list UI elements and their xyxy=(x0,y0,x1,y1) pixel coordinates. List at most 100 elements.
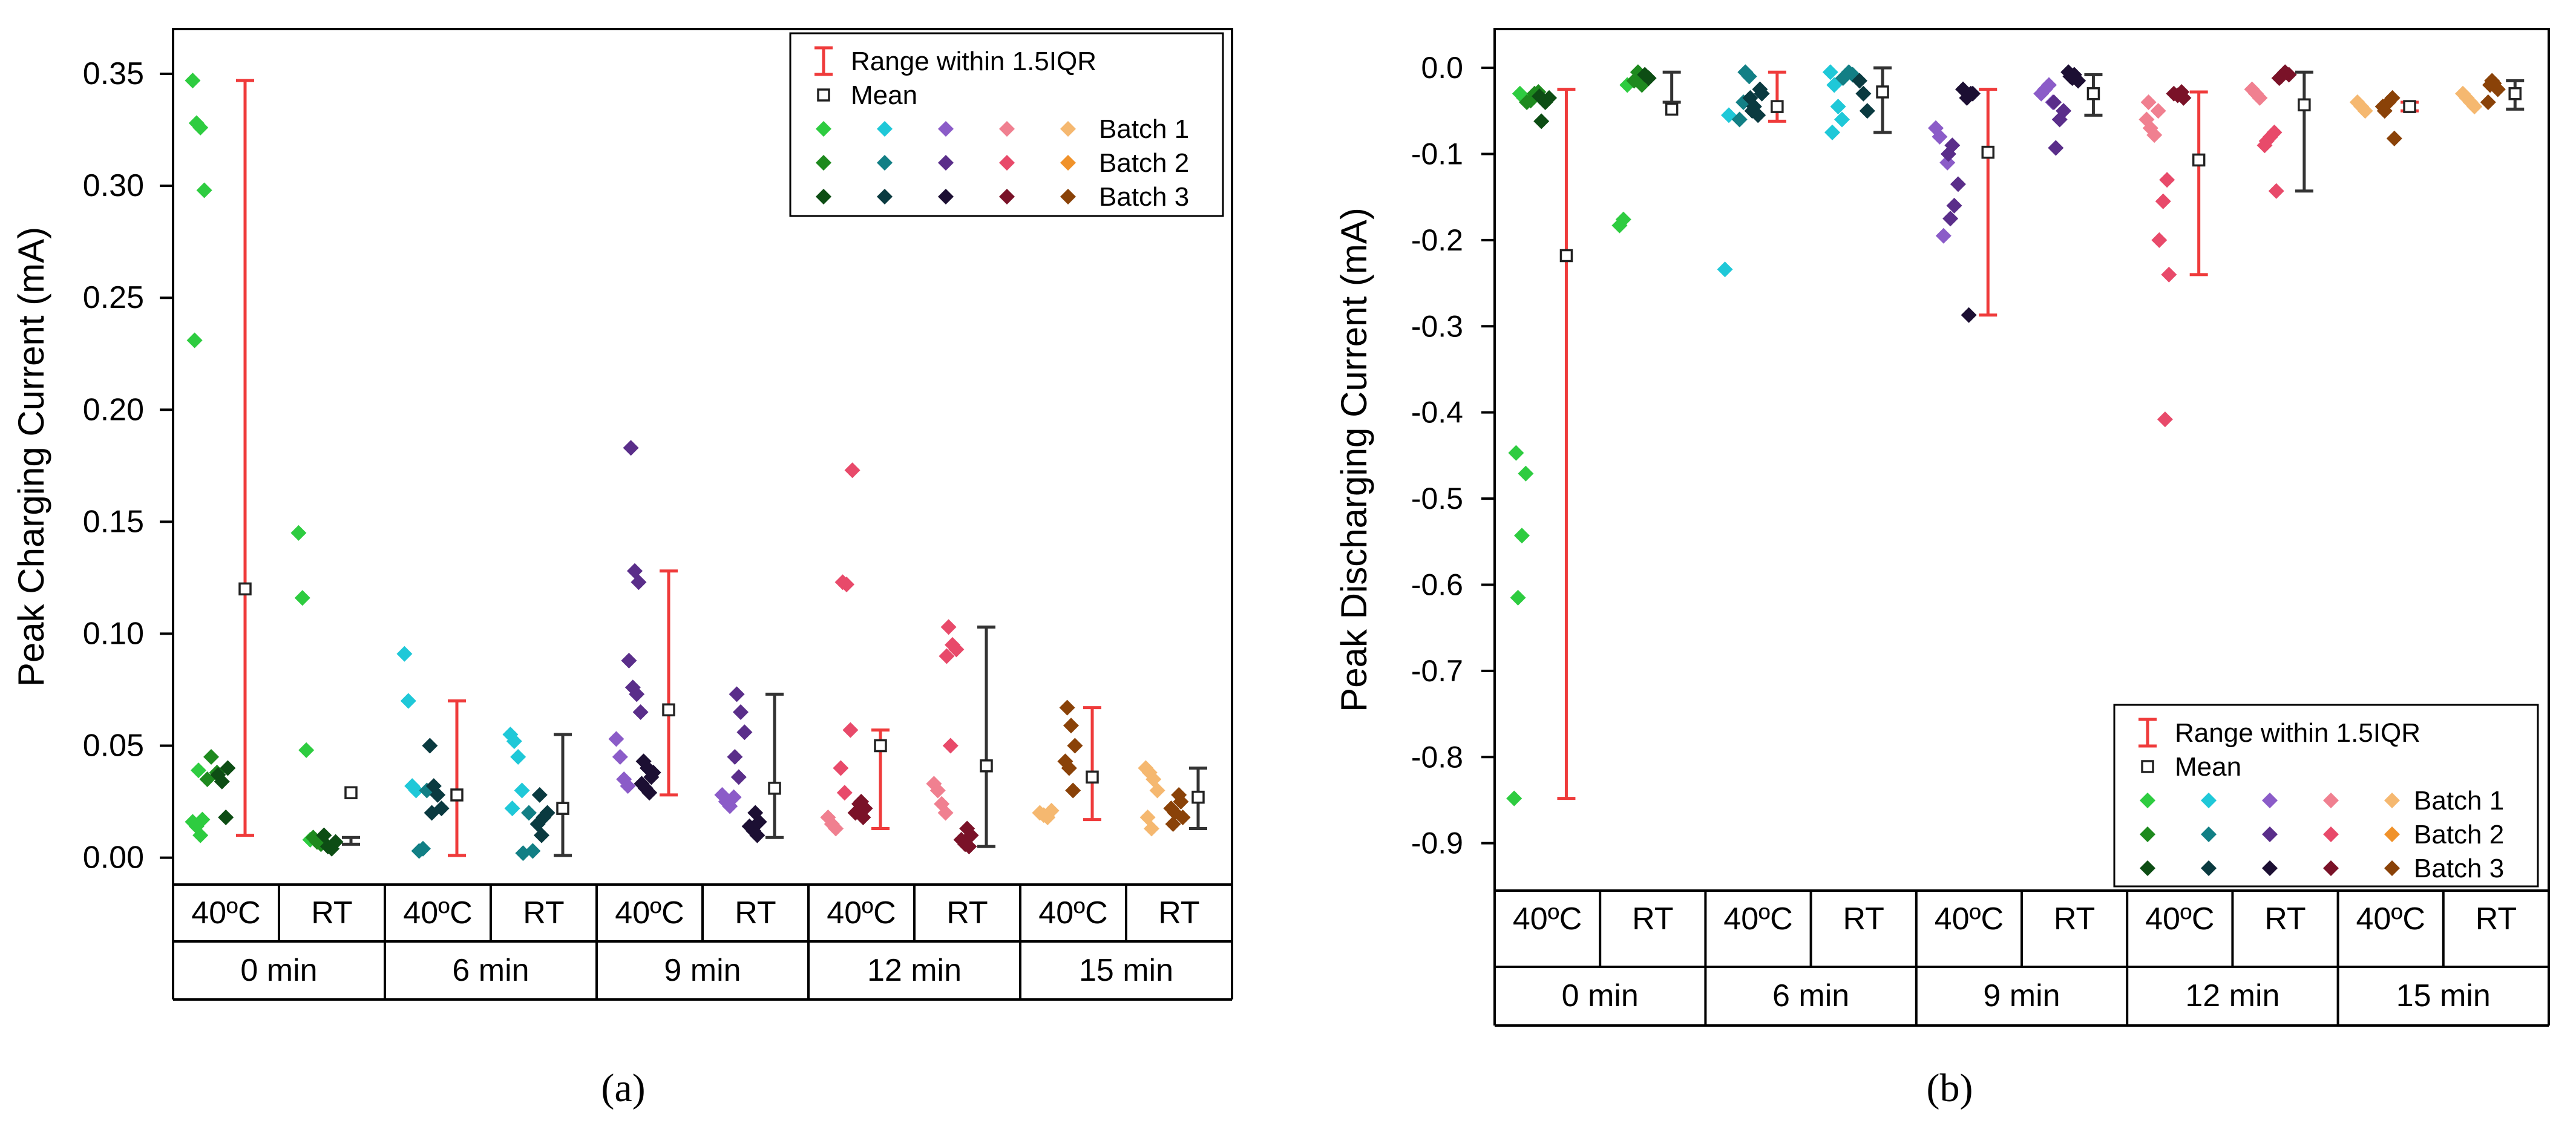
y-tick-label: 0.30 xyxy=(83,168,144,203)
range-error-bar xyxy=(554,733,572,857)
condition-label: RT xyxy=(523,895,564,931)
data-point xyxy=(422,738,438,754)
data-point xyxy=(415,840,431,857)
range-error-bar xyxy=(2189,90,2208,276)
legend-swatch-green xyxy=(816,121,831,137)
data-point xyxy=(2384,90,2401,106)
data-point xyxy=(842,722,859,738)
range-error-bar xyxy=(765,692,784,839)
mean-marker xyxy=(1876,85,1889,99)
legend-swatch-pink xyxy=(2323,793,2339,808)
legend-range-icon xyxy=(2138,718,2157,748)
condition-label: 40ºC xyxy=(2356,901,2425,937)
data-point xyxy=(1615,211,1631,227)
data-point xyxy=(645,764,661,780)
legend-swatch-purple xyxy=(938,189,954,204)
condition-label: RT xyxy=(2476,901,2517,937)
data-point xyxy=(1067,738,1083,754)
data-point xyxy=(515,845,531,862)
data-point xyxy=(2150,103,2166,119)
mean-marker xyxy=(2403,100,2416,113)
data-point xyxy=(2056,103,2072,119)
data-point xyxy=(294,590,310,606)
y-tick-label: 0.0 xyxy=(1421,51,1463,85)
legend-batch-label: Batch 3 xyxy=(2414,854,2504,883)
range-error-bar xyxy=(977,625,995,848)
data-series xyxy=(714,686,784,843)
range-error-bar xyxy=(236,79,254,837)
mean-marker xyxy=(1191,790,1205,804)
legend-mean-label: Mean xyxy=(2175,752,2241,782)
data-point xyxy=(196,182,212,198)
data-point xyxy=(729,686,745,702)
mean-marker xyxy=(1771,100,1784,113)
range-error-bar xyxy=(1083,706,1101,822)
mean-marker xyxy=(980,759,993,773)
group-label: 0 min xyxy=(240,953,317,988)
mean-marker xyxy=(1665,102,1679,116)
data-point xyxy=(1640,70,1657,87)
mean-marker xyxy=(874,739,887,753)
y-tick-label: 0.35 xyxy=(83,56,144,91)
condition-label: RT xyxy=(2054,901,2095,937)
condition-label: RT xyxy=(2264,901,2306,937)
range-error-bar xyxy=(1662,70,1681,104)
data-point xyxy=(220,760,236,776)
data-point xyxy=(424,805,440,821)
data-point xyxy=(2151,232,2168,248)
data-point xyxy=(855,809,871,825)
data-point xyxy=(727,749,743,765)
y-tick-label: -0.2 xyxy=(1411,223,1463,257)
condition-label: RT xyxy=(311,895,352,931)
data-point xyxy=(1514,528,1530,544)
condition-label: 40ºC xyxy=(827,895,896,931)
data-series xyxy=(2349,90,2419,146)
data-point xyxy=(2157,411,2173,428)
data-point xyxy=(939,648,955,664)
data-point xyxy=(2252,90,2268,106)
data-point xyxy=(1171,787,1187,803)
data-point xyxy=(1532,88,1548,105)
data-point xyxy=(1855,85,1872,102)
data-point xyxy=(2174,83,2190,100)
mean-marker xyxy=(238,582,252,596)
data-point xyxy=(2466,99,2483,115)
data-point xyxy=(1061,760,1077,776)
data-point xyxy=(192,119,209,136)
group-label: 0 min xyxy=(1562,978,1639,1013)
data-point xyxy=(608,731,624,747)
data-point xyxy=(1508,445,1524,461)
data-point xyxy=(214,773,230,790)
condition-label: 40ºC xyxy=(1038,895,1107,931)
data-series xyxy=(396,646,466,859)
y-tick-label: -0.3 xyxy=(1411,309,1463,343)
data-point xyxy=(504,800,520,817)
legend: Range within 1.5IQR Mean Batch 1 Batch 2 Bat… xyxy=(789,32,1224,217)
group-label: 15 min xyxy=(1079,953,1173,988)
y-tick-label: -0.7 xyxy=(1411,654,1463,688)
data-point xyxy=(1149,782,1165,799)
legend-frame xyxy=(2113,704,2539,888)
legend-batch-label: Batch 2 xyxy=(1099,148,1189,178)
data-point xyxy=(749,827,765,843)
condition-label: 40ºC xyxy=(191,895,260,931)
panel-label: (b) xyxy=(1927,1066,1973,1110)
mean-marker xyxy=(768,782,781,795)
data-point xyxy=(1175,809,1191,825)
legend-swatch-pink xyxy=(999,189,1015,204)
data-point xyxy=(632,704,649,720)
legend-swatch-orange xyxy=(1060,121,1076,137)
data-point xyxy=(844,462,860,479)
data-series xyxy=(820,462,890,837)
legend-range-icon xyxy=(814,46,833,76)
legend-swatch-pink xyxy=(999,155,1015,171)
data-point xyxy=(1830,99,1846,115)
legend-swatch-orange xyxy=(2384,826,2400,842)
data-point xyxy=(408,782,424,799)
legend-swatch-orange xyxy=(2384,860,2400,876)
data-point xyxy=(2048,140,2064,156)
data-point xyxy=(929,782,946,799)
legend-swatch-cyan xyxy=(877,155,893,171)
condition-label: RT xyxy=(946,895,988,931)
